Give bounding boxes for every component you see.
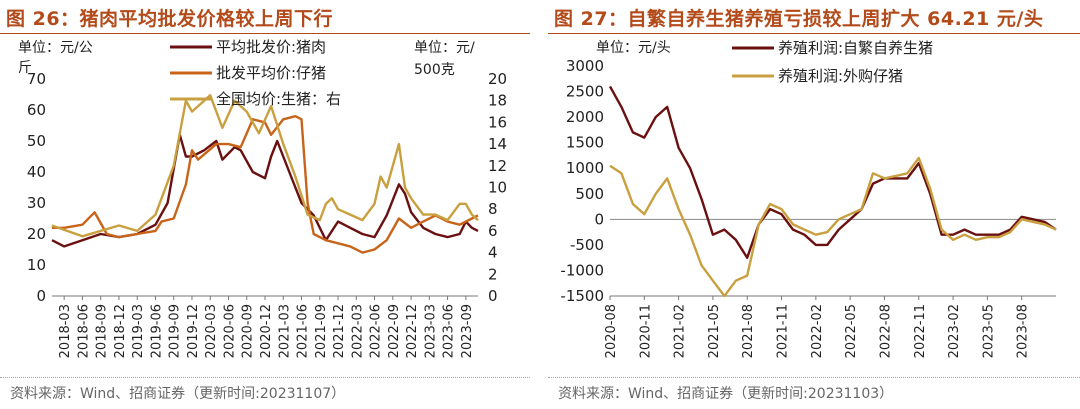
right-chart-panel: 图 27：自繁自养生猪养殖亏损较上周扩大 64.21 元/头 -1500 -100…	[548, 0, 1080, 409]
y2-tick-label: 20	[488, 70, 507, 88]
y2-tick-label: 8	[488, 200, 498, 218]
y2-tick-label: 4	[488, 244, 498, 262]
y2-tick-label: 14	[488, 135, 507, 153]
y-tick-label: 2500	[566, 83, 604, 101]
series-line-3	[51, 94, 479, 238]
x-tick-label: 2022-02	[810, 304, 825, 358]
right-title-rule	[548, 33, 1080, 34]
x-tick-label: 2020-09	[241, 304, 256, 358]
x-tick-label: 2018-06	[76, 304, 91, 358]
legend-label-3: 全国均价:生猪：右	[216, 90, 341, 108]
right-chart-svg: -1500 -1000 -500 0 500 1000 1500 2000 2500 3000 20…	[560, 39, 1057, 358]
left-source-rule	[0, 377, 530, 378]
x-tick-label: 2022-11	[913, 304, 928, 358]
y-tick-label: 10	[27, 256, 46, 274]
x-tick-label: 2021-12	[332, 304, 347, 358]
x-tick-label: 2021-06	[296, 304, 311, 358]
y-tick-label: 3000	[566, 57, 604, 75]
y2-tick-label: 6	[488, 222, 498, 240]
legend-label-2: 批发平均价:仔猪	[216, 64, 326, 82]
x-tick-label: 2023-02	[947, 304, 962, 358]
x-tick-label: 2023-05	[981, 304, 996, 358]
y-tick-label: 20	[27, 225, 46, 243]
x-tick-label: 2020-11	[638, 304, 653, 358]
x-tick-label: 2021-11	[776, 304, 791, 358]
x-tick-label: 2022-08	[878, 304, 893, 358]
x-tick-label: 2018-09	[95, 304, 110, 358]
right-chart-source: 资料来源：Wind、招商证券（更新时间:20231103）	[558, 386, 894, 402]
y-tick-label: 2000	[566, 108, 604, 126]
x-tick-label: 2022-12	[405, 304, 420, 358]
y-tick-label: 500	[575, 185, 604, 203]
y-tick-label: 60	[27, 101, 46, 119]
y-tick-label: 0	[36, 287, 46, 305]
legend-label-1: 平均批发价:猪肉	[216, 38, 326, 56]
y2-tick-label: 10	[488, 179, 507, 197]
y2-tick-label: 18	[488, 92, 507, 110]
x-tick-label: 2021-03	[277, 304, 292, 358]
x-tick-label: 2021-05	[707, 304, 722, 358]
y-tick-label: 1000	[566, 159, 604, 177]
x-tick-label: 2018-12	[113, 304, 128, 358]
x-tick-label: 2019-09	[168, 304, 183, 358]
y-tick-label: 40	[27, 163, 46, 181]
left-axis-unit: 单位：元/公	[18, 40, 93, 56]
x-tick-label: 2021-08	[741, 304, 756, 358]
y-tick-label: 0	[594, 210, 604, 228]
y2-tick-label: 0	[488, 287, 498, 305]
x-tick-label: 2020-03	[204, 304, 219, 358]
x-tick-label: 2022-09	[387, 304, 402, 358]
left-chart-title: 图 26：猪肉平均批发价格较上周下行	[6, 8, 334, 30]
right-axis-unit-cont: 500克	[414, 62, 455, 78]
x-tick-label: 2018-03	[58, 304, 73, 358]
x-tick-label: 2022-05	[844, 304, 859, 358]
series-line-1	[51, 133, 479, 248]
x-tick-label: 2022-03	[350, 304, 365, 358]
x-tick-label: 2019-03	[131, 304, 146, 358]
legend-label-1: 养殖利润:自繁自养生猪	[778, 39, 933, 57]
series-line-2	[52, 114, 479, 254]
x-tick-label: 2020-12	[259, 304, 274, 358]
y2-tick-label: 16	[488, 113, 507, 131]
right-chart-title: 图 27：自繁自养生猪养殖亏损较上周扩大 64.21 元/头	[554, 8, 1044, 30]
x-tick-label: 2019-12	[186, 304, 201, 358]
x-tick-label: 2023-09	[460, 304, 475, 358]
legend-label-2: 养殖利润:外购仔猪	[778, 67, 903, 85]
y2-tick-label: 2	[488, 265, 498, 283]
x-tick-label: 2023-08	[1016, 304, 1031, 358]
y-tick-label: -500	[570, 236, 604, 254]
x-tick-label: 2023-03	[423, 304, 438, 358]
axis-unit: 单位：元/头	[596, 40, 671, 56]
right-source-rule	[548, 377, 1080, 378]
y-tick-label: -1000	[560, 261, 604, 279]
x-tick-label: 2020-08	[604, 304, 619, 358]
x-tick-label: 2021-09	[314, 304, 329, 358]
series-line-1	[608, 85, 1057, 259]
y-tick-label: -1500	[560, 287, 604, 305]
right-axis-unit: 单位：元/	[414, 40, 475, 56]
x-tick-label: 2022-06	[369, 304, 384, 358]
series-line-2	[609, 156, 1057, 298]
y-tick-label: 30	[27, 194, 46, 212]
y-tick-label: 1500	[566, 134, 604, 152]
y-tick-label: 50	[27, 132, 46, 150]
y-tick-label: 70	[27, 70, 46, 88]
y2-tick-label: 12	[488, 157, 507, 175]
x-tick-label: 2023-06	[442, 304, 457, 358]
left-axis-unit-cont: 斤	[18, 60, 32, 76]
x-tick-label: 2021-02	[673, 304, 688, 358]
left-title-rule	[0, 33, 530, 34]
left-chart-panel: 图 26：猪肉平均批发价格较上周下行 0 10 20 30 40 50 60 70 0 2 4 6 8 1…	[0, 0, 530, 409]
x-tick-label: 2019-06	[149, 304, 164, 358]
left-chart-source: 资料来源：Wind、招商证券（更新时间:20231107）	[10, 386, 346, 402]
x-tick-label: 2020-06	[222, 304, 237, 358]
